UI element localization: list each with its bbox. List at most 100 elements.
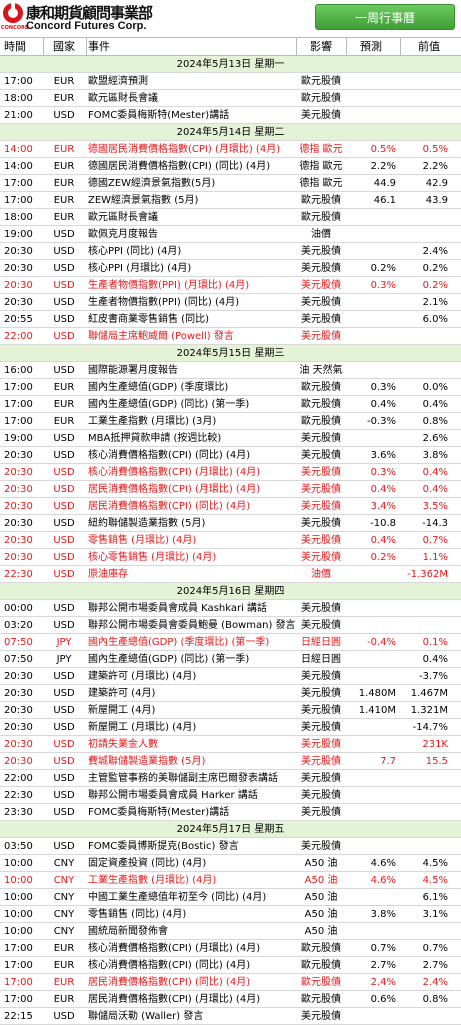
event: 核心PPI (同比) (4月) bbox=[88, 246, 182, 257]
event-row: 19:00 USD 歐佩克月度報告 油價 bbox=[0, 226, 461, 243]
day-date: 2024年5月15日 星期三 bbox=[176, 348, 285, 359]
event: 紅皮書商業零售銷售 (同比) bbox=[88, 314, 209, 325]
time: 20:30 bbox=[4, 501, 33, 512]
previous: 0.4% bbox=[422, 467, 448, 478]
event: 居民消費價格指數(CPI) (月環比) (4月) bbox=[88, 484, 261, 495]
forecast: 0.4% bbox=[370, 399, 396, 410]
country: CNY bbox=[53, 926, 75, 937]
time: 22:00 bbox=[4, 773, 33, 784]
impact: 美元股債 bbox=[301, 620, 341, 631]
time: 19:00 bbox=[4, 433, 33, 444]
previous: 3.1% bbox=[422, 909, 448, 920]
day-row: 2024年5月14日 星期二 bbox=[0, 124, 461, 141]
logo-icon bbox=[3, 2, 23, 23]
time: 10:00 bbox=[4, 892, 33, 903]
country: USD bbox=[53, 790, 75, 801]
time: 20:30 bbox=[4, 722, 33, 733]
time: 20:55 bbox=[4, 314, 33, 325]
impact: 美元股債 bbox=[301, 518, 341, 529]
day-date: 2024年5月13日 星期一 bbox=[176, 59, 285, 70]
event: 生產者物價指數(PPI) (同比) (4月) bbox=[88, 297, 240, 308]
forecast: 4.6% bbox=[370, 858, 396, 869]
impact: 美元股債 bbox=[301, 110, 341, 121]
country: CNY bbox=[53, 875, 75, 886]
country: USD bbox=[53, 450, 75, 461]
previous: 15.5 bbox=[425, 756, 448, 767]
event: 國內生產總值(GDP) (季度環比) (第一季) bbox=[88, 637, 270, 648]
day-date: 2024年5月14日 星期二 bbox=[176, 127, 285, 138]
country: USD bbox=[53, 620, 75, 631]
time: 17:00 bbox=[4, 76, 33, 87]
impact: A50 油 bbox=[304, 926, 338, 937]
impact: 歐元股債 bbox=[301, 416, 341, 427]
impact: 美元股債 bbox=[301, 552, 341, 563]
country: USD bbox=[53, 688, 75, 699]
country: USD bbox=[53, 807, 75, 818]
event-row: 20:30 USD 生產者物價指數(PPI) (月環比) (4月) 美元股債 0.3% 0… bbox=[0, 277, 461, 294]
previous: 0.5% bbox=[422, 144, 448, 155]
time: 17:00 bbox=[4, 977, 33, 988]
event-row: 22:15 USD 聯儲局沃勒 (Waller) 發言 美元股債 bbox=[0, 1008, 461, 1025]
country: USD bbox=[53, 365, 75, 376]
previous: 0.8% bbox=[422, 994, 448, 1005]
time: 10:00 bbox=[4, 926, 33, 937]
event-row: 10:00 CNY 國統局新聞發佈會 A50 油 bbox=[0, 923, 461, 940]
time: 22:00 bbox=[4, 331, 33, 342]
time: 23:30 bbox=[4, 807, 33, 818]
previous: 231K bbox=[422, 739, 448, 750]
calendar-button[interactable]: 一周行事曆 bbox=[315, 4, 455, 30]
event: MBA抵押貸款申請 (按週比較) bbox=[88, 433, 222, 444]
time: 20:30 bbox=[4, 671, 33, 682]
country: USD bbox=[53, 739, 75, 750]
event: FOMC委員梅斯特(Mester)講話 bbox=[88, 110, 230, 121]
time: 22:15 bbox=[4, 1011, 33, 1022]
country: CNY bbox=[53, 892, 75, 903]
time: 10:00 bbox=[4, 875, 33, 886]
previous: -14.7% bbox=[412, 722, 448, 733]
event: 中國工業生產總值年初至今 (同比) (4月) bbox=[88, 892, 267, 903]
column-header: 預測 bbox=[360, 40, 382, 53]
country: USD bbox=[53, 756, 75, 767]
country: USD bbox=[53, 501, 75, 512]
event: 德國居民消費價格指數(CPI) (同比) (4月) bbox=[88, 161, 271, 172]
column-header-row: 時間 國家 事件 影響 預測 前值 bbox=[0, 37, 461, 56]
previous: 2.7% bbox=[422, 960, 448, 971]
impact: 美元股債 bbox=[301, 756, 341, 767]
forecast: 1.410M bbox=[358, 705, 396, 716]
time: 18:00 bbox=[4, 93, 33, 104]
previous: -3.7% bbox=[418, 671, 448, 682]
event-row: 21:00 USD FOMC委員梅斯特(Mester)講話 美元股債 bbox=[0, 107, 461, 124]
country: EUR bbox=[53, 76, 75, 87]
event-row: 20:30 USD 費城聯儲製造業指數 (5月) 美元股債 7.7 15.5 bbox=[0, 753, 461, 770]
impact: 美元股債 bbox=[301, 263, 341, 274]
impact: A50 油 bbox=[304, 858, 338, 869]
forecast: 7.7 bbox=[380, 756, 396, 767]
event-row: 07:50 JPY 國內生產總值(GDP) (季度環比) (第一季) 日經日圓 -0.4… bbox=[0, 634, 461, 651]
country: EUR bbox=[53, 161, 75, 172]
country: EUR bbox=[53, 93, 75, 104]
impact: 美元股債 bbox=[301, 671, 341, 682]
impact: A50 油 bbox=[304, 909, 338, 920]
forecast: 0.4% bbox=[370, 535, 396, 546]
country: EUR bbox=[53, 178, 75, 189]
event: 國內生產總值(GDP) (季度環比) bbox=[88, 382, 229, 393]
event: 居民消費價格指數(CPI) (同比) (4月) bbox=[88, 501, 251, 512]
column-header: 影響 bbox=[310, 40, 332, 53]
forecast: 0.2% bbox=[370, 552, 396, 563]
forecast: 0.2% bbox=[370, 263, 396, 274]
time: 20:30 bbox=[4, 518, 33, 529]
previous: 0.4% bbox=[422, 654, 448, 665]
time: 18:00 bbox=[4, 212, 33, 223]
column-header: 國家 bbox=[53, 40, 75, 53]
previous: 4.5% bbox=[422, 875, 448, 886]
impact: 歐元股債 bbox=[301, 399, 341, 410]
previous: 2.4% bbox=[422, 977, 448, 988]
event: 建築許可 (4月) bbox=[88, 688, 156, 699]
event: 德國ZEW經濟景氣指數(5月) bbox=[88, 178, 216, 189]
event-row: 20:30 USD 核心零售銷售 (月環比) (4月) 美元股債 0.2% 1.1% bbox=[0, 549, 461, 566]
previous: 6.1% bbox=[422, 892, 448, 903]
event: FOMC委員博斯提克(Bostic) 發言 bbox=[88, 841, 239, 852]
day-date: 2024年5月17日 星期五 bbox=[176, 824, 285, 835]
event: 國內生產總值(GDP) (同比) (第一季) bbox=[88, 654, 250, 665]
previous: 0.4% bbox=[422, 484, 448, 495]
